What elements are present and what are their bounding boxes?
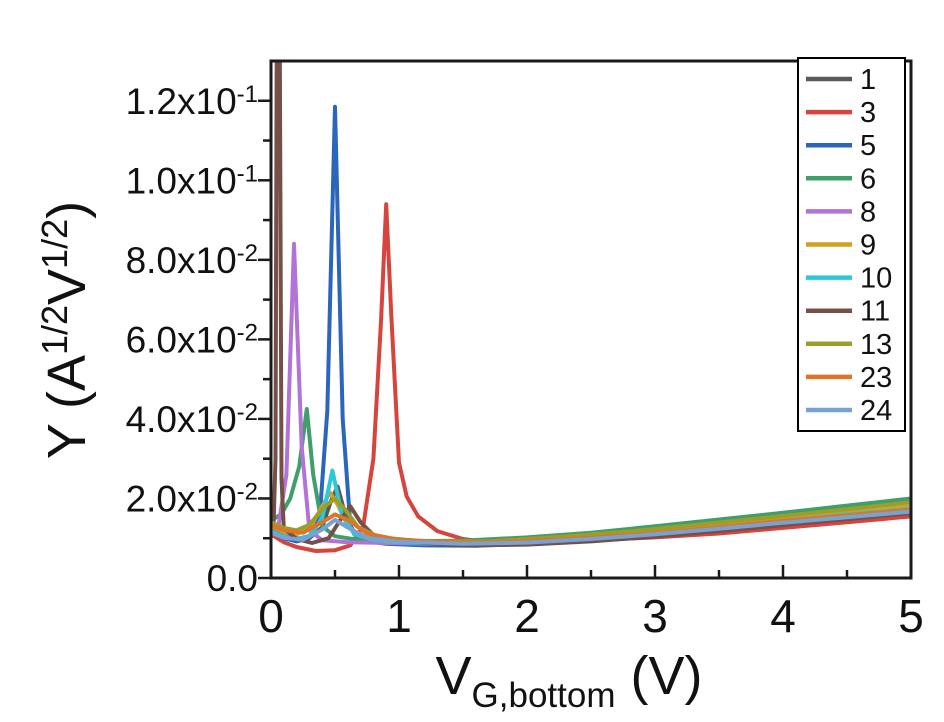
series-line-24 xyxy=(272,509,910,546)
legend-label-10: 10 xyxy=(860,263,892,295)
series-line-11 xyxy=(272,62,910,548)
legend-label-3: 3 xyxy=(860,97,876,129)
legend-entry-13: 13 xyxy=(806,329,892,361)
legend-entry-3: 3 xyxy=(806,97,876,129)
legend-entry-1: 1 xyxy=(806,64,876,96)
y-tick-label: 8.0x10-2 xyxy=(126,240,258,281)
ticks-group xyxy=(258,99,913,580)
y-tick-label: 4.0x10-2 xyxy=(126,399,258,440)
x-tick-label: 3 xyxy=(642,590,668,642)
legend-label-1: 1 xyxy=(860,64,876,96)
y-axis-title: Y (A1/2V1/2) xyxy=(34,201,97,459)
x-axis-title: VG,bottom (V) xyxy=(436,646,703,715)
y-tick-label: 1.2x10-1 xyxy=(126,81,258,122)
x-tick-label: 2 xyxy=(514,590,540,642)
legend-label-13: 13 xyxy=(860,329,892,361)
legend-entry-5: 5 xyxy=(806,130,876,162)
legend-entry-9: 9 xyxy=(806,230,876,262)
legend-label-5: 5 xyxy=(860,130,876,162)
legend-label-8: 8 xyxy=(860,196,876,228)
x-tick-label: 4 xyxy=(770,590,796,642)
x-tick-label: 1 xyxy=(386,590,412,642)
legend-label-23: 23 xyxy=(860,362,892,394)
y-tick-label: 0.0 xyxy=(207,558,258,599)
x-tick-label: 0 xyxy=(258,590,284,642)
legend-label-24: 24 xyxy=(860,395,892,427)
y-tick-label: 1.0x10-1 xyxy=(126,160,258,201)
legend-entry-11: 11 xyxy=(806,296,890,328)
x-tick-label: 5 xyxy=(898,590,924,642)
series-group xyxy=(272,62,910,553)
legend-entry-8: 8 xyxy=(806,196,876,228)
y-tick-label: 6.0x10-2 xyxy=(126,319,258,360)
legend-entry-6: 6 xyxy=(806,163,876,195)
y-tick-label: 2.0x10-2 xyxy=(126,478,258,519)
legend-entry-24: 24 xyxy=(806,395,892,427)
legend-label-6: 6 xyxy=(860,163,876,195)
legend-label-9: 9 xyxy=(860,230,876,262)
legend-entry-10: 10 xyxy=(806,263,892,295)
legend-entry-23: 23 xyxy=(806,362,892,394)
legend-label-11: 11 xyxy=(860,296,890,328)
